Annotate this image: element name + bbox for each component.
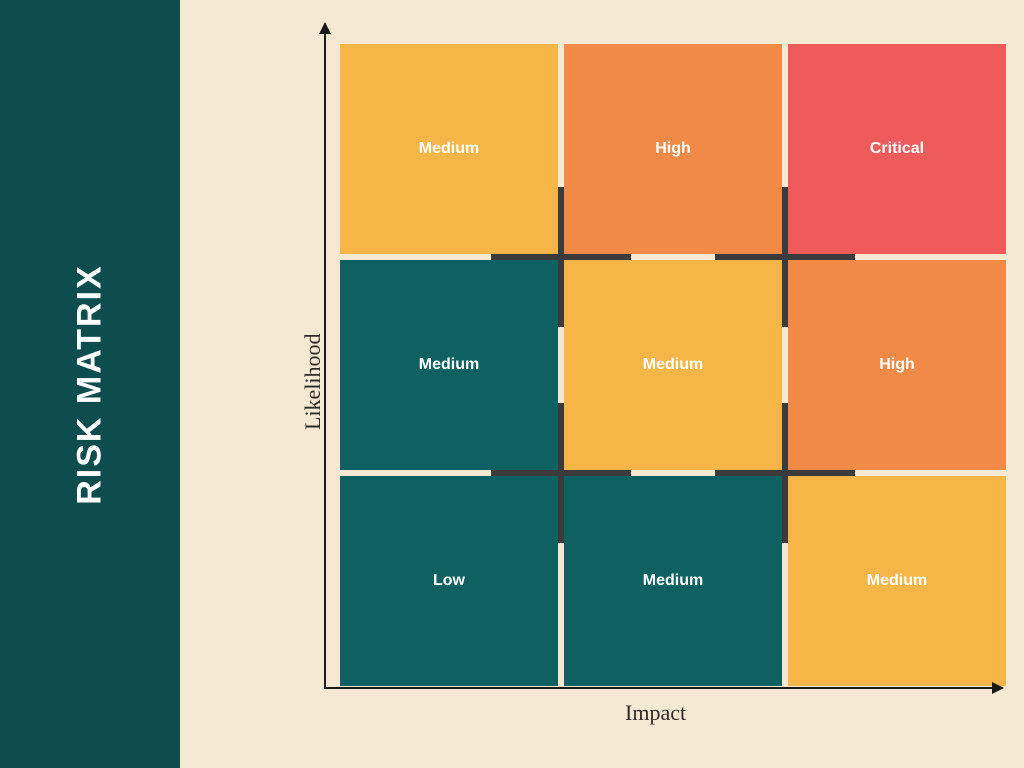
chart-area: MediumHighCriticalMediumMediumHighLowMed… — [180, 0, 1024, 768]
sidebar: RISK MATRIX — [0, 0, 180, 768]
page: RISK MATRIX MediumHighCriticalMediumMedi… — [0, 0, 1024, 768]
page-title: RISK MATRIX — [71, 264, 110, 504]
x-axis-label: Impact — [625, 700, 686, 726]
y-axis-label: Likelihood — [300, 333, 326, 430]
